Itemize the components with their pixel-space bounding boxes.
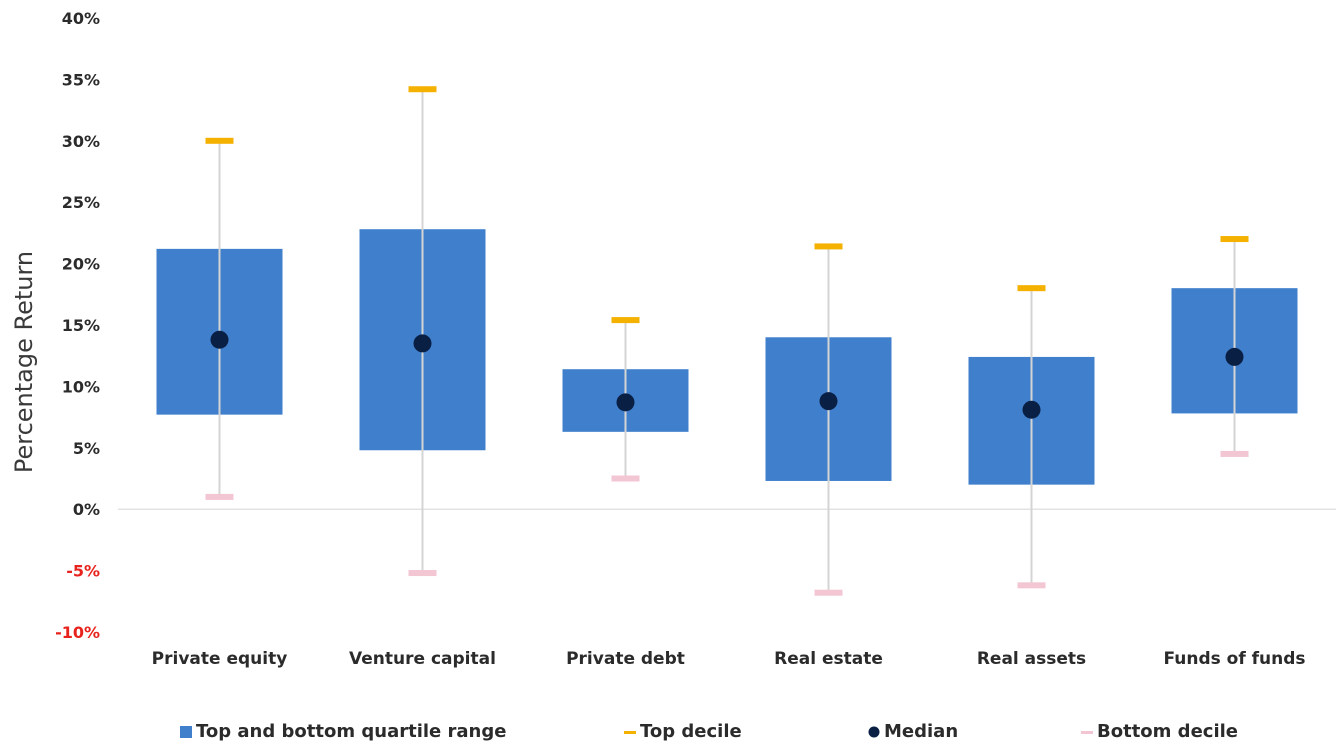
plot-area: [156, 86, 1298, 596]
y-tick-label: 10%: [62, 377, 100, 396]
y-tick-label: 30%: [62, 132, 100, 151]
bottom-decile-marker: [1017, 582, 1046, 589]
bottom-decile-marker: [1220, 450, 1249, 457]
legend-swatch-top-decile: [624, 731, 636, 734]
legend-swatch-bottom-decile: [1081, 731, 1093, 734]
legend-swatch-quartile: [180, 726, 192, 738]
x-category-label: Private equity: [152, 649, 288, 669]
y-tick-label: -5%: [66, 562, 100, 581]
top-decile-marker: [814, 243, 843, 250]
y-tick-label: 20%: [62, 255, 100, 274]
x-category-label: Private debt: [566, 649, 685, 669]
median-point: [210, 330, 229, 349]
x-axis-categories: Private equity Venture capital Private deb…: [152, 649, 1306, 669]
y-axis-title: Percentage Return: [10, 251, 38, 473]
median-point: [616, 393, 635, 412]
median-point: [819, 392, 838, 411]
top-decile-marker: [408, 86, 437, 93]
y-tick-label: 15%: [62, 316, 100, 335]
y-tick-label: 25%: [62, 193, 100, 212]
legend-swatch-median: [868, 726, 880, 738]
y-tick-label: -10%: [55, 623, 100, 642]
y-tick-label: 35%: [62, 70, 100, 89]
legend-label-median: Median: [884, 721, 958, 742]
median-point: [1022, 400, 1041, 419]
bottom-decile-marker: [205, 493, 234, 500]
y-axis-ticks: 40% 35% 30% 25% 20% 15% 10% 5% 0% -5% -10%: [55, 9, 100, 642]
legend-label-top-decile: Top decile: [640, 721, 742, 742]
top-decile-marker: [205, 137, 234, 144]
y-tick-label: 0%: [73, 500, 100, 519]
bottom-decile-marker: [814, 589, 843, 596]
legend-label-bottom-decile: Bottom decile: [1097, 721, 1238, 742]
median-point: [413, 334, 432, 353]
top-decile-marker: [611, 317, 640, 324]
y-tick-label: 40%: [62, 9, 100, 28]
legend: Top and bottom quartile range Top decile M…: [180, 721, 1238, 742]
x-category-label: Real estate: [774, 649, 883, 669]
legend-label-quartile: Top and bottom quartile range: [196, 721, 506, 742]
x-category-label: Venture capital: [349, 649, 496, 669]
x-category-label: Real assets: [977, 649, 1086, 669]
bottom-decile-marker: [408, 570, 437, 577]
x-category-label: Funds of funds: [1163, 649, 1305, 669]
median-point: [1225, 347, 1244, 366]
bottom-decile-marker: [611, 475, 640, 482]
y-tick-label: 5%: [73, 439, 100, 458]
top-decile-marker: [1220, 236, 1249, 243]
top-decile-marker: [1017, 285, 1046, 292]
